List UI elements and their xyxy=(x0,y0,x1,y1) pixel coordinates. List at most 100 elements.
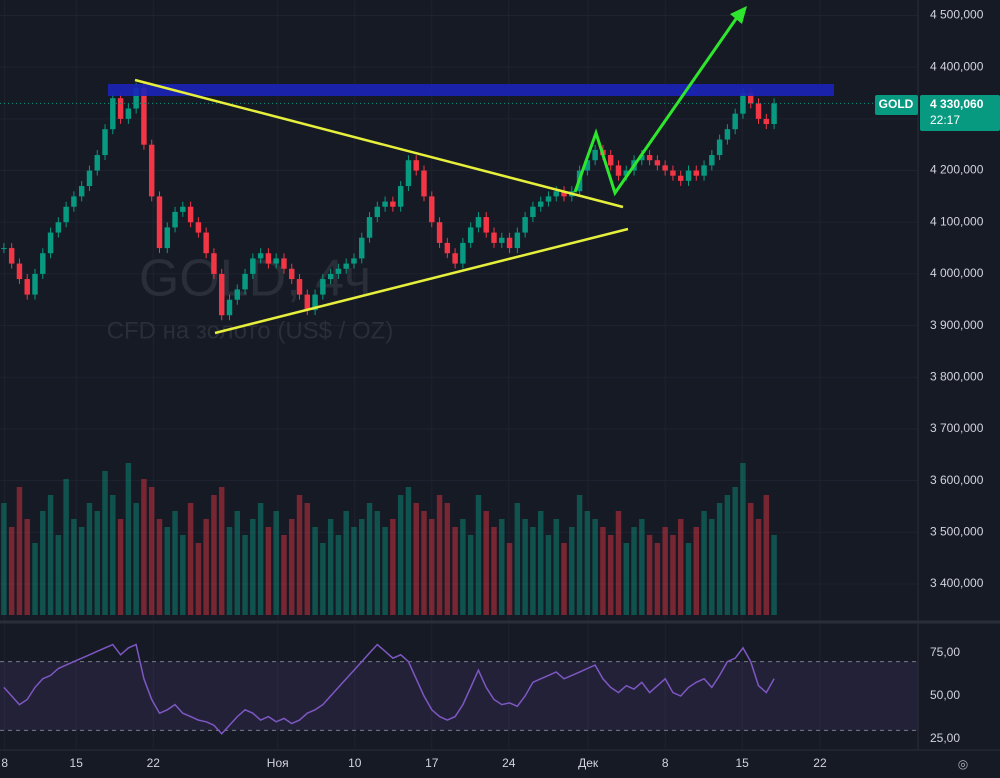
candle-body xyxy=(607,155,614,166)
y-tick-label: 3 600,000 xyxy=(930,473,984,487)
candle-body xyxy=(755,103,762,119)
candle-body xyxy=(24,279,30,295)
y-tick-label: 4 200,000 xyxy=(930,163,984,177)
candle-body xyxy=(740,93,746,114)
volume-bar xyxy=(429,519,435,615)
volume-bar xyxy=(452,527,458,615)
candle-body xyxy=(351,258,357,264)
candle-body xyxy=(662,165,668,171)
volume-bar xyxy=(32,543,38,615)
volume-bar xyxy=(133,503,139,615)
volume-bar xyxy=(514,503,521,615)
volume-bar xyxy=(289,519,295,615)
candle-body xyxy=(172,211,178,228)
candle-body xyxy=(211,253,217,274)
candle-body xyxy=(156,196,163,249)
candle-body xyxy=(592,149,598,161)
candle-body xyxy=(125,108,132,119)
volume-bar xyxy=(312,527,318,615)
volume-bar xyxy=(491,527,497,615)
volume-bar xyxy=(701,511,707,615)
candle-body xyxy=(429,196,435,223)
candle-body xyxy=(670,170,676,176)
volume-bar xyxy=(327,519,334,615)
volume-bar xyxy=(24,519,30,615)
x-tick-label: 22 xyxy=(147,756,161,770)
candle-body xyxy=(709,155,715,166)
volume-bar xyxy=(677,519,684,615)
candle-body xyxy=(374,206,381,218)
candle-body xyxy=(654,160,661,166)
symbol-tag: GOLD xyxy=(879,97,914,111)
volume-bar xyxy=(763,495,770,615)
candle-body xyxy=(366,217,373,238)
candle-body xyxy=(467,227,474,243)
volume-bar xyxy=(218,487,225,615)
volume-bar xyxy=(366,503,373,615)
settings-icon[interactable]: ◎ xyxy=(958,757,968,771)
candle-body xyxy=(218,273,225,316)
volume-bar xyxy=(8,527,15,615)
volume-bar xyxy=(110,495,116,615)
volume-bar xyxy=(592,519,598,615)
candle-body xyxy=(195,222,202,233)
resistance-zone xyxy=(108,84,834,96)
symbol-tag-bg xyxy=(875,95,918,115)
y-tick-label: 3 400,000 xyxy=(930,576,984,590)
volume-bar xyxy=(242,535,248,615)
volume-bar xyxy=(382,527,388,615)
candle-body xyxy=(304,294,311,311)
candle-body xyxy=(732,113,738,130)
volume-bar xyxy=(71,519,77,615)
volume-bar xyxy=(117,519,124,615)
volume-bar xyxy=(576,495,583,615)
countdown: 22:17 xyxy=(930,113,960,127)
y-tick-label: 3 800,000 xyxy=(930,369,984,383)
volume-bar xyxy=(600,527,606,615)
y-tick-label: 4 100,000 xyxy=(930,214,984,228)
arrow-head xyxy=(730,6,747,24)
candle-body xyxy=(265,253,272,264)
candle-body xyxy=(639,155,645,161)
candle-body xyxy=(63,206,69,223)
volume-bar xyxy=(685,543,692,615)
y-tick-label: 3 900,000 xyxy=(930,318,984,332)
volume-bar xyxy=(405,487,412,615)
candle-body xyxy=(133,87,139,109)
volume-bar xyxy=(78,527,85,615)
x-tick-label: 17 xyxy=(425,756,439,770)
volume-bar xyxy=(732,487,738,615)
volume-bar xyxy=(102,471,108,615)
candle-body xyxy=(615,165,622,176)
candle-body xyxy=(273,258,279,264)
volume-bar xyxy=(631,527,637,615)
candle-body xyxy=(491,232,497,243)
candle-body xyxy=(55,222,62,233)
candle-body xyxy=(281,258,287,269)
volume-bar xyxy=(553,519,559,615)
volume-bar xyxy=(530,527,536,615)
volume-bar xyxy=(359,519,365,615)
volume-bar xyxy=(436,495,443,615)
candle-body xyxy=(242,273,248,290)
volume-bar xyxy=(748,503,754,615)
volume-bar xyxy=(55,535,62,615)
volume-bar xyxy=(413,503,419,615)
candle-body xyxy=(78,186,85,197)
volume-bar xyxy=(250,519,256,615)
x-tick-label: 8 xyxy=(662,756,669,770)
volume-bar xyxy=(475,495,482,615)
volume-bar xyxy=(125,463,132,615)
volume-bar xyxy=(16,487,23,615)
candle-body xyxy=(312,294,318,311)
candle-body xyxy=(701,165,707,176)
volume-bar xyxy=(265,527,272,615)
drawings xyxy=(108,6,834,335)
candle-body xyxy=(110,98,116,130)
volume-bar xyxy=(211,495,217,615)
volume-bar xyxy=(662,527,668,615)
rsi-band xyxy=(0,661,918,731)
volume-bar xyxy=(483,511,489,615)
candle-body xyxy=(32,273,38,295)
candle-body xyxy=(203,232,209,254)
